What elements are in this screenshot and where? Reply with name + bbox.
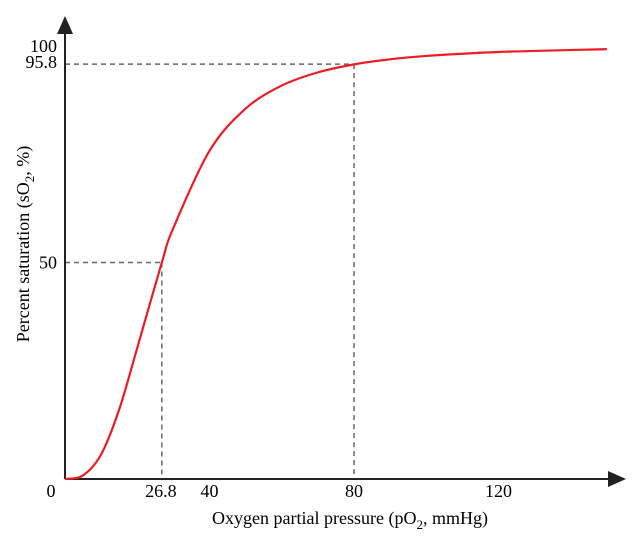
x-axis-label: Oxygen partial pressure (pO2, mmHg) <box>212 508 488 532</box>
x-tick-label: 120 <box>485 481 512 501</box>
y-tick-label: 95.8 <box>26 52 58 72</box>
y-axis-label: Percent saturation (sO2, %) <box>13 146 37 342</box>
series-group <box>64 48 607 481</box>
x-tick-label: 80 <box>345 481 363 501</box>
x-tick-labels: 0 26.8 40 80 120 <box>47 481 513 501</box>
x-tick-label: 26.8 <box>145 481 177 501</box>
x-tick-label: 0 <box>47 481 56 501</box>
y-tick-label: 100 <box>30 36 57 56</box>
x-tick-label: 40 <box>201 481 219 501</box>
saturation-curve <box>64 48 607 481</box>
reference-lines <box>65 63 355 479</box>
y-tick-label: 50 <box>39 253 57 273</box>
